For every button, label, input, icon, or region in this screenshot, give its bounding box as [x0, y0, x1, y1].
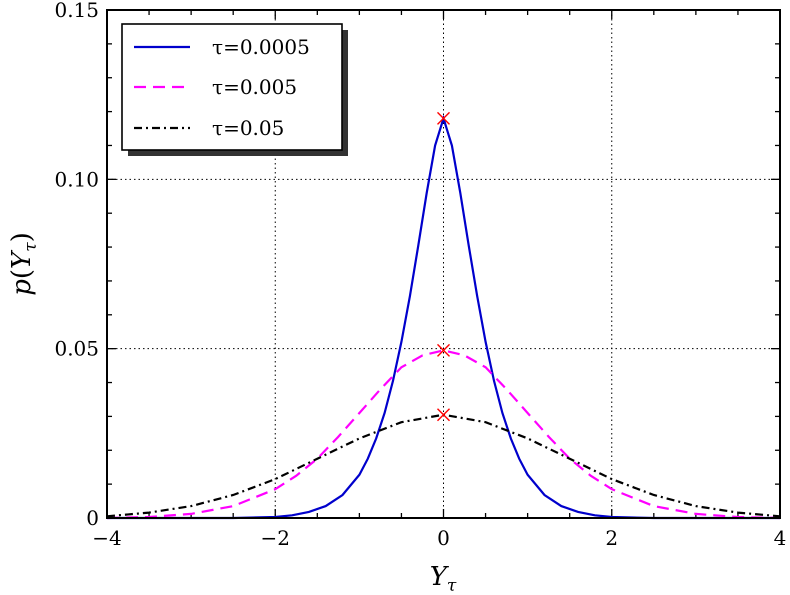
peak-marker-stroke — [437, 408, 450, 422]
legend: τ=0.0005 τ=0.005 τ=0.05 — [121, 23, 348, 156]
legend-label-series-2: τ=0.005 — [212, 75, 297, 99]
peak-markers — [437, 111, 450, 422]
x-tick-label: 4 — [774, 526, 787, 550]
series-line-2 — [106, 349, 781, 520]
x-tick-label: −2 — [261, 526, 290, 550]
y-tick-label: 0.10 — [54, 167, 99, 191]
x-tick-label: 2 — [605, 526, 618, 550]
y-axis-title: p(Yτ) — [7, 232, 41, 296]
x-axis-title-sub: τ — [447, 576, 457, 591]
y-axis-title-close: ) — [7, 232, 37, 242]
grid-lines — [107, 10, 780, 518]
peak-marker-stroke — [437, 343, 450, 357]
x-axis-title: Yτ — [430, 562, 457, 591]
peak-marker-stroke — [437, 111, 450, 125]
peak-marker — [437, 111, 450, 125]
y-axis-title-func: p — [7, 279, 37, 296]
y-axis-title-var: Y — [7, 249, 37, 269]
x-tick-label: −4 — [92, 526, 121, 550]
plot-frame — [106, 9, 781, 519]
y-axis-title-sub: τ — [21, 242, 41, 252]
tick-labels: −4 −2 0 2 4 0 0.05 0.10 0.15 — [54, 0, 786, 550]
peak-marker — [437, 343, 450, 357]
y-tick-label: 0 — [86, 506, 99, 530]
y-tick-label: 0.15 — [54, 0, 99, 22]
peak-marker — [437, 408, 450, 422]
legend-label-series-3: τ=0.05 — [212, 116, 284, 140]
y-tick-label: 0.05 — [54, 337, 99, 361]
x-tick-label: 0 — [437, 526, 450, 550]
y-axis-title-open: ( — [7, 269, 37, 279]
legend-label-series-1: τ=0.0005 — [212, 35, 310, 59]
x-axis-title-main: Y — [430, 562, 450, 591]
